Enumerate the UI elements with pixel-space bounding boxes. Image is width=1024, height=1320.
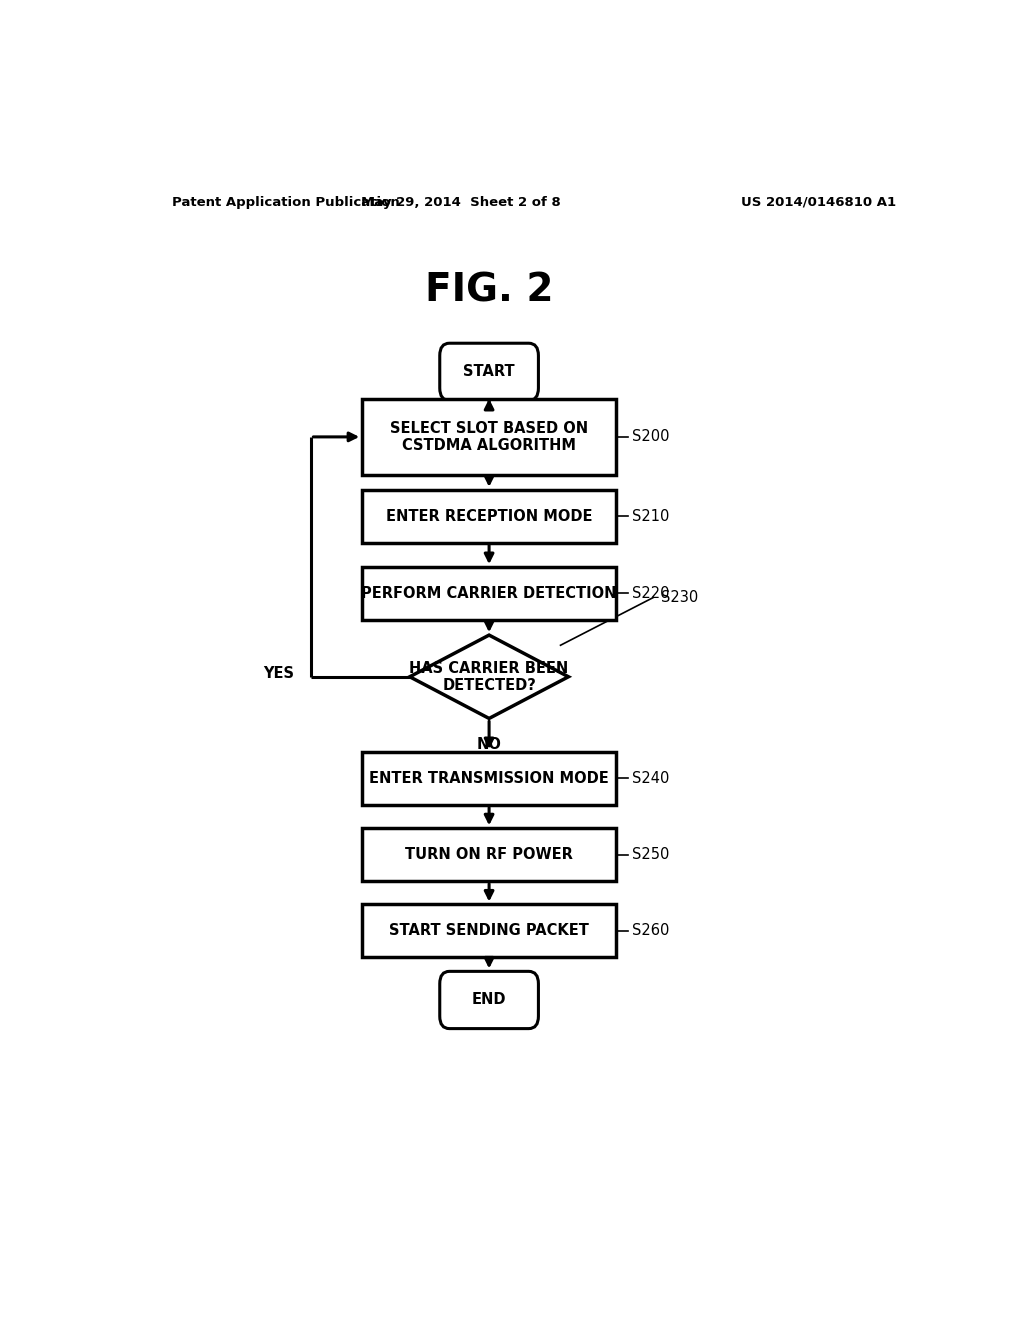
Bar	[362, 828, 616, 880]
Text: Patent Application Publication: Patent Application Publication	[172, 195, 399, 209]
Text: S260: S260	[632, 924, 670, 939]
Text: S200: S200	[632, 429, 670, 445]
Text: START: START	[463, 364, 515, 379]
Text: FIG. 2: FIG. 2	[425, 272, 553, 309]
Bar	[362, 399, 616, 475]
FancyBboxPatch shape	[439, 343, 539, 400]
Bar	[362, 904, 616, 957]
Text: S220: S220	[632, 586, 670, 601]
Text: START SENDING PACKET: START SENDING PACKET	[389, 924, 589, 939]
Bar	[362, 490, 616, 543]
Polygon shape	[410, 635, 568, 718]
Text: S230: S230	[662, 590, 698, 605]
Bar	[362, 568, 616, 620]
Text: NO: NO	[476, 737, 502, 751]
Text: END: END	[472, 993, 506, 1007]
Text: S210: S210	[632, 508, 670, 524]
Bar	[362, 752, 616, 805]
Text: YES: YES	[263, 667, 295, 681]
Text: May 29, 2014  Sheet 2 of 8: May 29, 2014 Sheet 2 of 8	[361, 195, 561, 209]
Text: PERFORM CARRIER DETECTION: PERFORM CARRIER DETECTION	[361, 586, 616, 601]
Text: S250: S250	[632, 847, 670, 862]
Text: ENTER RECEPTION MODE: ENTER RECEPTION MODE	[386, 508, 592, 524]
Text: ENTER TRANSMISSION MODE: ENTER TRANSMISSION MODE	[370, 771, 609, 785]
Text: US 2014/0146810 A1: US 2014/0146810 A1	[741, 195, 896, 209]
Text: S240: S240	[632, 771, 670, 785]
Text: TURN ON RF POWER: TURN ON RF POWER	[406, 847, 573, 862]
Text: SELECT SLOT BASED ON
CSTDMA ALGORITHM: SELECT SLOT BASED ON CSTDMA ALGORITHM	[390, 421, 588, 453]
Text: HAS CARRIER BEEN
DETECTED?: HAS CARRIER BEEN DETECTED?	[410, 660, 568, 693]
FancyBboxPatch shape	[439, 972, 539, 1028]
